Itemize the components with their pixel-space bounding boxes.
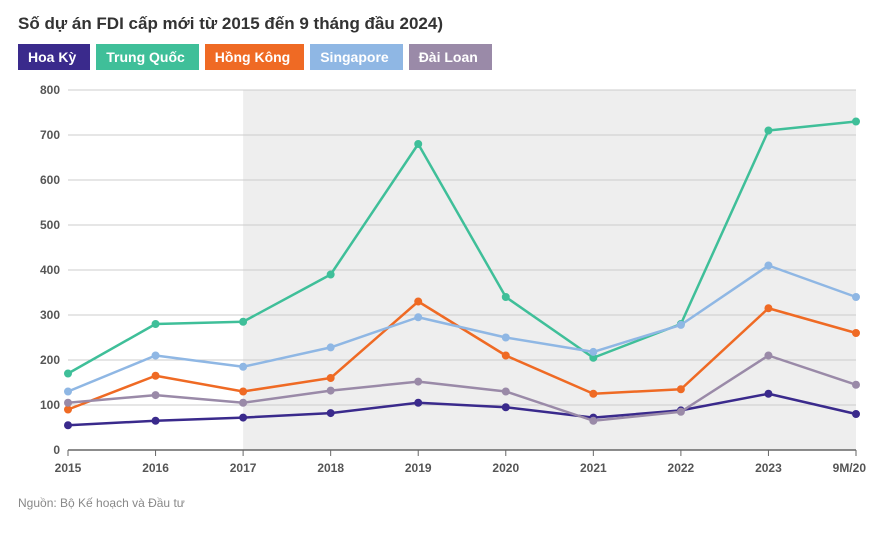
series-marker	[65, 406, 72, 413]
series-marker	[765, 352, 772, 359]
series-marker	[677, 321, 684, 328]
series-marker	[502, 334, 509, 341]
series-marker	[240, 388, 247, 395]
series-marker	[853, 381, 860, 388]
series-marker	[765, 390, 772, 397]
legend-item: Singapore	[310, 44, 402, 70]
series-marker	[327, 387, 334, 394]
series-marker	[853, 294, 860, 301]
series-marker	[152, 392, 159, 399]
series-marker	[152, 417, 159, 424]
series-marker	[502, 294, 509, 301]
series-marker	[590, 348, 597, 355]
series-marker	[65, 388, 72, 395]
legend-label: Trung Quốc	[106, 49, 185, 65]
x-axis-label: 9M/2024	[833, 461, 866, 475]
series-marker	[677, 386, 684, 393]
x-axis-label: 2018	[317, 461, 344, 475]
series-marker	[65, 399, 72, 406]
x-axis-label: 2019	[405, 461, 432, 475]
series-marker	[590, 390, 597, 397]
series-marker	[765, 127, 772, 134]
series-marker	[327, 344, 334, 351]
series-marker	[415, 141, 422, 148]
y-axis-label: 800	[40, 83, 60, 97]
series-marker	[152, 321, 159, 328]
series-marker	[415, 399, 422, 406]
x-axis-label: 2017	[230, 461, 257, 475]
series-marker	[327, 375, 334, 382]
legend-label: Hoa Kỳ	[28, 49, 76, 65]
y-axis-label: 700	[40, 128, 60, 142]
x-axis-label: 2020	[492, 461, 519, 475]
series-marker	[327, 410, 334, 417]
series-marker	[152, 372, 159, 379]
series-marker	[240, 318, 247, 325]
series-marker	[65, 370, 72, 377]
series-marker	[240, 363, 247, 370]
chart-plot-area: 0 100 200 300 400 500 600 700 800 2015 2016 2017 201…	[18, 80, 866, 490]
series-marker	[415, 298, 422, 305]
series-marker	[65, 422, 72, 429]
series-marker	[590, 417, 597, 424]
series-marker	[853, 118, 860, 125]
series-marker	[327, 271, 334, 278]
x-axis-label: 2023	[755, 461, 782, 475]
series-marker	[415, 314, 422, 321]
y-axis-label: 0	[53, 443, 60, 457]
y-axis-label: 400	[40, 263, 60, 277]
legend: Hoa Kỳ Trung Quốc Hồng Kông Singapore Đài Lo…	[18, 44, 866, 70]
series-marker	[765, 305, 772, 312]
legend-item: Đài Loan	[409, 44, 492, 70]
series-marker	[765, 262, 772, 269]
x-axis-label: 2015	[55, 461, 82, 475]
series-marker	[502, 352, 509, 359]
legend-item: Trung Quốc	[96, 44, 199, 70]
chart-container: Số dự án FDI cấp mới từ 2015 đến 9 tháng…	[0, 0, 884, 544]
series-marker	[853, 330, 860, 337]
x-axis-label: 2022	[668, 461, 695, 475]
chart-source: Nguồn: Bộ Kế hoạch và Đầu tư	[18, 496, 866, 510]
line-chart-svg: 0 100 200 300 400 500 600 700 800 2015 2016 2017 201…	[18, 80, 866, 490]
legend-label: Đài Loan	[419, 49, 478, 65]
series-marker	[240, 414, 247, 421]
y-axis-label: 200	[40, 353, 60, 367]
x-axis-label: 2021	[580, 461, 607, 475]
series-marker	[502, 388, 509, 395]
legend-label: Singapore	[320, 49, 388, 65]
y-axis-label: 100	[40, 398, 60, 412]
series-marker	[240, 399, 247, 406]
series-marker	[853, 411, 860, 418]
legend-item: Hồng Kông	[205, 44, 304, 70]
series-marker	[152, 352, 159, 359]
series-marker	[677, 408, 684, 415]
series-marker	[502, 404, 509, 411]
y-axis-label: 600	[40, 173, 60, 187]
chart-title: Số dự án FDI cấp mới từ 2015 đến 9 tháng…	[18, 14, 866, 34]
series-marker	[415, 378, 422, 385]
legend-label: Hồng Kông	[215, 49, 290, 65]
y-axis-label: 500	[40, 218, 60, 232]
legend-item: Hoa Kỳ	[18, 44, 90, 70]
y-axis-label: 300	[40, 308, 60, 322]
x-axis-label: 2016	[142, 461, 169, 475]
